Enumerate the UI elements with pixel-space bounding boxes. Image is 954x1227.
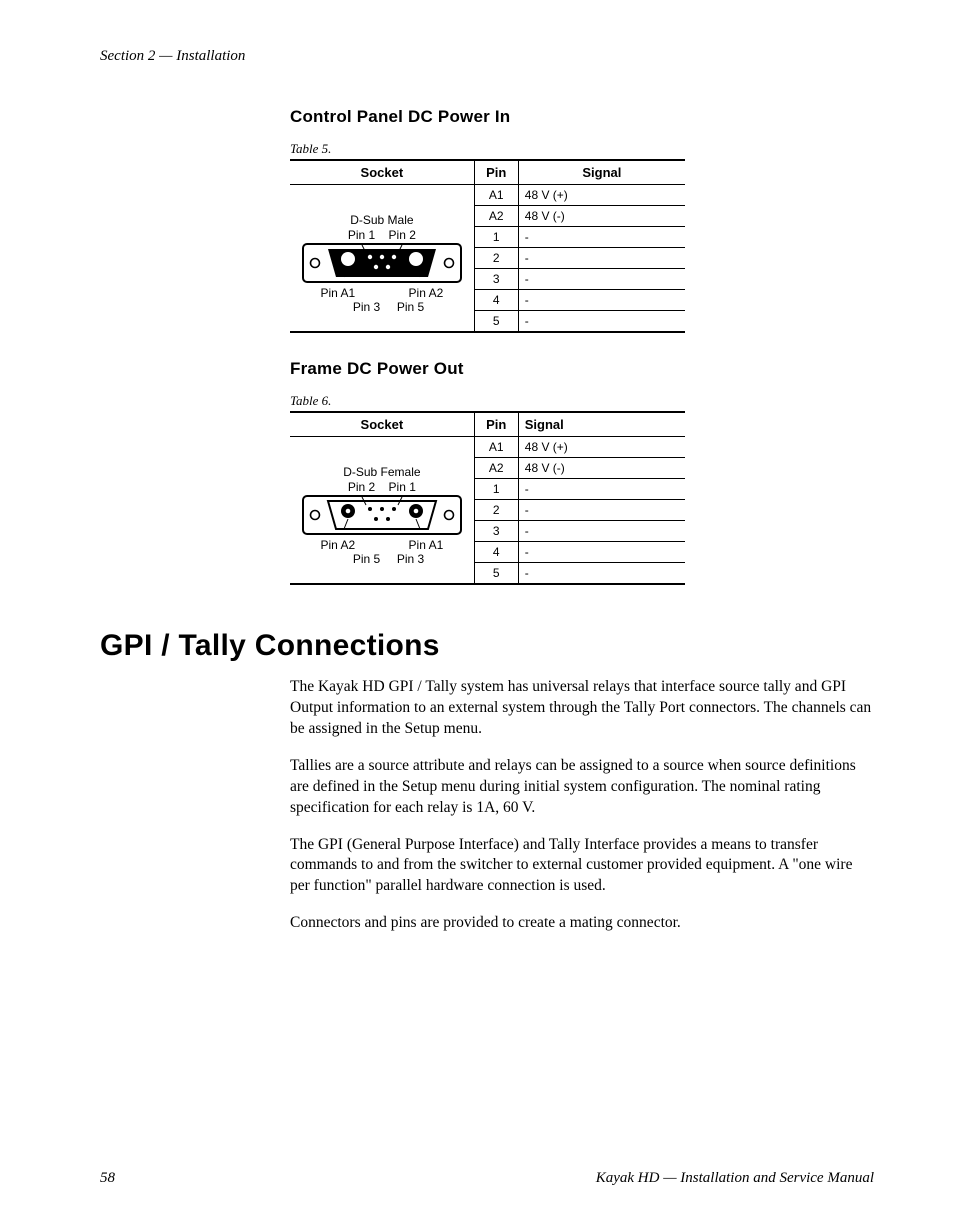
table2-pin: 5 xyxy=(474,563,518,585)
table2-caption: Table 6. xyxy=(290,393,874,409)
table2-bottom-pins: Pin A2 Pin A1 Pin 5 Pin 3 xyxy=(296,539,468,565)
table2-pin: A1 xyxy=(474,437,518,458)
table1-top-left: Pin 1 xyxy=(348,228,375,242)
dsub-male-icon xyxy=(302,243,462,283)
table2-connector-svg xyxy=(296,495,468,538)
table2-pin: 1 xyxy=(474,479,518,500)
table1-col-signal: Signal xyxy=(518,160,685,185)
table1-pin: 1 xyxy=(474,227,518,248)
dsub-female-icon xyxy=(302,495,462,535)
table1-connector-svg xyxy=(296,243,468,286)
running-head: Section 2 — Installation xyxy=(100,48,874,65)
section-p3: The GPI (General Purpose Interface) and … xyxy=(290,835,874,898)
table1-sig: - xyxy=(518,248,685,269)
table2-bot-in-right: Pin 3 xyxy=(397,552,424,566)
table1-bot-out-right: Pin A2 xyxy=(409,286,444,300)
table2-col-socket: Socket xyxy=(290,412,474,437)
table1-socket-label: D-Sub Male xyxy=(296,213,468,227)
page-number: 58 xyxy=(100,1170,115,1187)
table2-socket-cell: D-Sub Female Pin 2 Pin 1 xyxy=(290,437,474,585)
table1-pin: 5 xyxy=(474,311,518,333)
page-footer: 58 Kayak HD — Installation and Service M… xyxy=(100,1170,874,1187)
table1-bottom-pins: Pin A1 Pin A2 Pin 3 Pin 5 xyxy=(296,287,468,313)
table1-pin: 3 xyxy=(474,269,518,290)
table2-top-right: Pin 1 xyxy=(389,480,416,494)
table2-bot-out-left: Pin A2 xyxy=(321,538,356,552)
table1-caption: Table 5. xyxy=(290,141,874,157)
table1-sig: - xyxy=(518,269,685,290)
table1-bot-in-right: Pin 5 xyxy=(397,300,424,314)
table1-col-socket: Socket xyxy=(290,160,474,185)
table1-heading: Control Panel DC Power In xyxy=(290,107,874,127)
table2-heading: Frame DC Power Out xyxy=(290,359,874,379)
table2-block: Frame DC Power Out Table 6. Socket Pin S… xyxy=(290,359,874,585)
table2-pin: A2 xyxy=(474,458,518,479)
section-p1: The Kayak HD GPI / Tally system has univ… xyxy=(290,677,874,740)
table2-col-pin: Pin xyxy=(474,412,518,437)
table1-sig: 48 V (-) xyxy=(518,206,685,227)
table2-col-signal: Signal xyxy=(518,412,685,437)
section-heading: GPI / Tally Connections xyxy=(100,629,874,663)
table2-sig: 48 V (-) xyxy=(518,458,685,479)
table1-bot-in-left: Pin 3 xyxy=(353,300,380,314)
table2-pin: 3 xyxy=(474,521,518,542)
table1-bot-out-left: Pin A1 xyxy=(321,286,356,300)
table2-socket-label: D-Sub Female xyxy=(296,465,468,479)
table2-sig: - xyxy=(518,542,685,563)
table1-sig: - xyxy=(518,311,685,333)
table1-pin: A1 xyxy=(474,185,518,206)
table2-bot-in-left: Pin 5 xyxy=(353,552,380,566)
table1-sig: 48 V (+) xyxy=(518,185,685,206)
table1-pin: 2 xyxy=(474,248,518,269)
table1: Socket Pin Signal D-Sub Male Pin 1 Pin 2 xyxy=(290,159,685,333)
table2-bot-out-right: Pin A1 xyxy=(409,538,444,552)
page: Section 2 — Installation Control Panel D… xyxy=(0,0,954,1227)
table2-sig: 48 V (+) xyxy=(518,437,685,458)
table2-pin: 4 xyxy=(474,542,518,563)
table1-pin: A2 xyxy=(474,206,518,227)
table1-top-right: Pin 2 xyxy=(389,228,416,242)
table2-sig: - xyxy=(518,479,685,500)
table2-top-left: Pin 2 xyxy=(348,480,375,494)
table1-socket-cell: D-Sub Male Pin 1 Pin 2 xyxy=(290,185,474,333)
section-p4: Connectors and pins are provided to crea… xyxy=(290,913,874,934)
table1-sig: - xyxy=(518,227,685,248)
table1-col-pin: Pin xyxy=(474,160,518,185)
table2-top-pins: Pin 2 Pin 1 xyxy=(296,481,468,494)
table2-sig: - xyxy=(518,500,685,521)
table2-pin: 2 xyxy=(474,500,518,521)
table1-block: Control Panel DC Power In Table 5. Socke… xyxy=(290,107,874,333)
table1-top-pins: Pin 1 Pin 2 xyxy=(296,229,468,242)
table2-sig: - xyxy=(518,521,685,542)
table2-sig: - xyxy=(518,563,685,585)
section-body: The Kayak HD GPI / Tally system has univ… xyxy=(290,677,874,934)
footer-title: Kayak HD — Installation and Service Manu… xyxy=(596,1170,874,1187)
table1-sig: - xyxy=(518,290,685,311)
section-p2: Tallies are a source attribute and relay… xyxy=(290,756,874,819)
table1-pin: 4 xyxy=(474,290,518,311)
table2: Socket Pin Signal D-Sub Female Pin 2 Pin… xyxy=(290,411,685,585)
